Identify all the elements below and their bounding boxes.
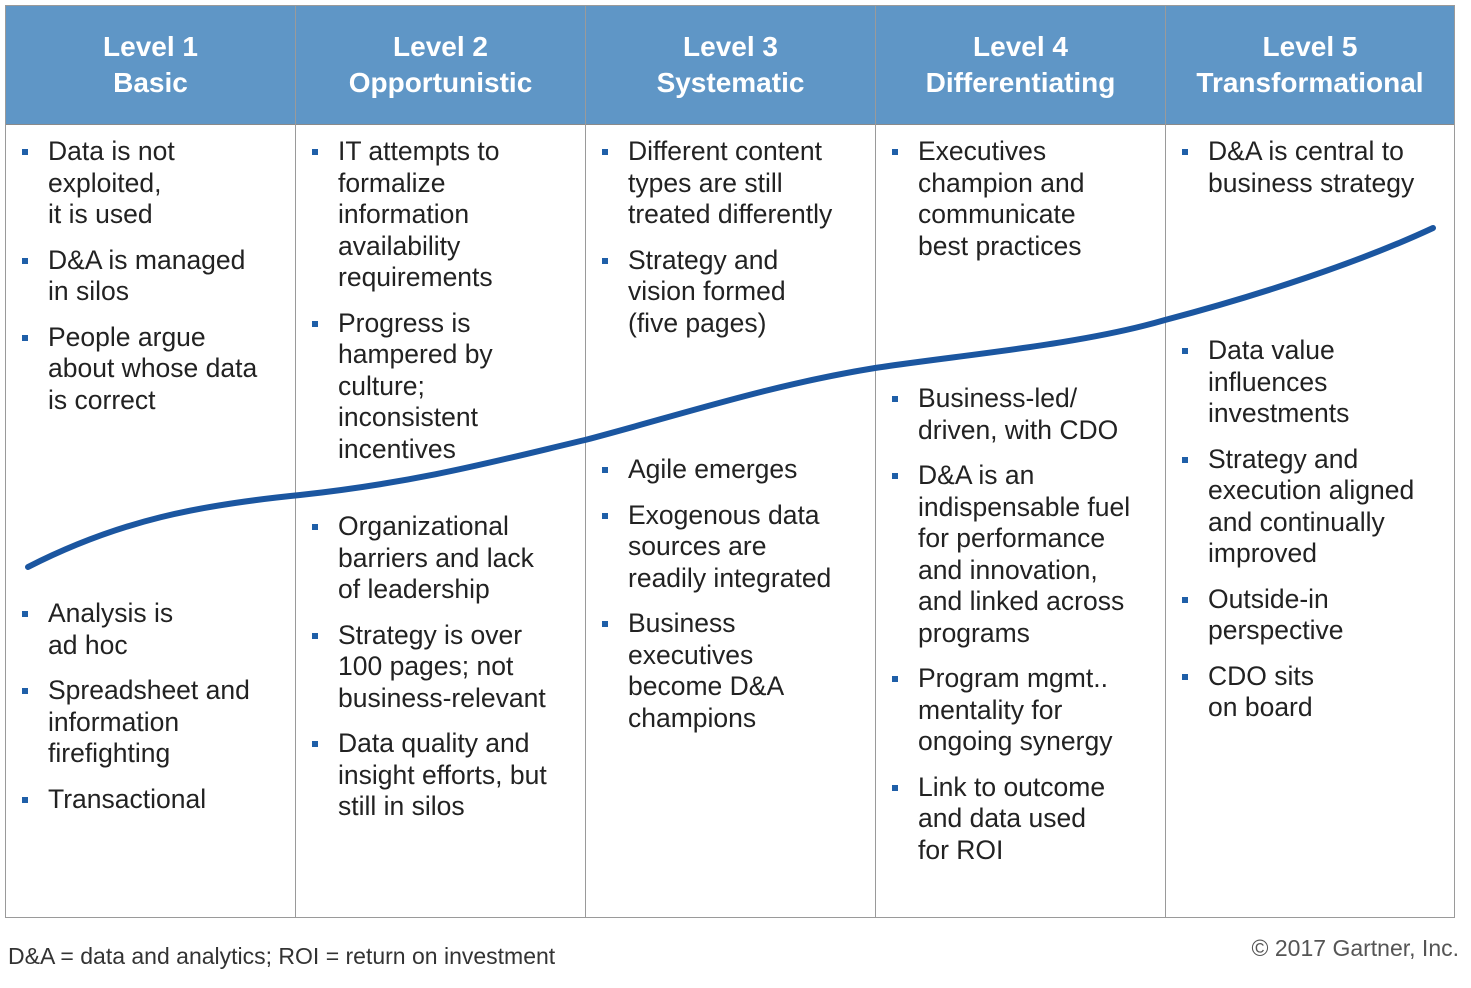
list-item: Business executives become D&A champions xyxy=(596,608,871,734)
level-name: Opportunistic xyxy=(348,67,533,98)
level-name: Systematic xyxy=(656,67,805,98)
level-label: Level 5 xyxy=(1262,31,1358,62)
level-label: Level 1 xyxy=(103,31,198,62)
list-item: Different content types are still treate… xyxy=(596,136,871,231)
level-label: Level 3 xyxy=(683,31,778,62)
copyright: © 2017 Gartner, Inc. xyxy=(1251,935,1459,961)
level-label: Level 4 xyxy=(973,31,1068,62)
column-header: Level 2 Opportunistic xyxy=(296,6,585,125)
below-curve-list: Organizational barriers and lack of lead… xyxy=(306,511,581,837)
list-item: D&A is an indispensable fuel for perform… xyxy=(886,460,1161,649)
list-item: Data is not exploited, it is used xyxy=(16,136,291,231)
list-item: Strategy and execution aligned and conti… xyxy=(1176,444,1450,570)
level-name: Differentiating xyxy=(925,67,1116,98)
level-name: Basic xyxy=(113,67,188,98)
list-item: Spreadsheet and information firefighting xyxy=(16,675,291,770)
level-label: Level 2 xyxy=(393,31,488,62)
list-item: Outside-in perspective xyxy=(1176,584,1450,647)
above-curve-list: Executives champion and communicate best… xyxy=(886,136,1161,276)
column-level-3: Level 3 Systematic Different content typ… xyxy=(585,6,875,917)
column-header: Level 3 Systematic xyxy=(586,6,875,125)
column-header: Level 1 Basic xyxy=(6,6,295,125)
maturity-model-grid: Level 1 Basic Data is not exploited, it … xyxy=(5,5,1455,918)
list-item: Organizational barriers and lack of lead… xyxy=(306,511,581,606)
column-level-2: Level 2 Opportunistic IT attempts to for… xyxy=(295,6,585,917)
column-level-4: Level 4 Differentiating Executives champ… xyxy=(875,6,1165,917)
list-item: Agile emerges xyxy=(596,454,871,486)
list-item: Exogenous data sources are readily integ… xyxy=(596,500,871,595)
list-item: Transactional xyxy=(16,784,291,816)
list-item: Program mgmt.. mentality for ongoing syn… xyxy=(886,663,1161,758)
footnote: D&A = data and analytics; ROI = return o… xyxy=(8,943,556,969)
list-item: Executives champion and communicate best… xyxy=(886,136,1161,262)
below-curve-list: Analysis is ad hoc Spreadsheet and infor… xyxy=(16,598,291,829)
level-name: Transformational xyxy=(1196,67,1424,98)
list-item: Link to outcome and data used for ROI xyxy=(886,772,1161,867)
list-item: Strategy is over 100 pages; not business… xyxy=(306,620,581,715)
column-header: Level 5 Transformational xyxy=(1166,6,1454,125)
below-curve-list: Data value influences investments Strate… xyxy=(1176,335,1450,738)
list-item: Business-led/ driven, with CDO xyxy=(886,383,1161,446)
list-item: Data quality and insight efforts, but st… xyxy=(306,728,581,823)
list-item: CDO sits on board xyxy=(1176,661,1450,724)
list-item: D&A is central to business strategy xyxy=(1176,136,1450,199)
list-item: IT attempts to formalize information ava… xyxy=(306,136,581,294)
maturity-curve-line xyxy=(25,225,1436,570)
list-item: Progress is hampered by culture; inconsi… xyxy=(306,308,581,466)
list-item: Strategy and vision formed (five pages) xyxy=(596,245,871,340)
column-level-5: Level 5 Transformational D&A is central … xyxy=(1165,6,1454,917)
above-curve-list: Data is not exploited, it is used D&A is… xyxy=(16,136,291,430)
above-curve-list: IT attempts to formalize information ava… xyxy=(306,136,581,479)
above-curve-list: Different content types are still treate… xyxy=(596,136,871,353)
column-header: Level 4 Differentiating xyxy=(876,6,1165,125)
list-item: D&A is managed in silos xyxy=(16,245,291,308)
list-item: Data value influences investments xyxy=(1176,335,1450,430)
above-curve-list: D&A is central to business strategy xyxy=(1176,136,1450,213)
list-item: Analysis is ad hoc xyxy=(16,598,291,661)
below-curve-list: Agile emerges Exogenous data sources are… xyxy=(596,454,871,748)
list-item: People argue about whose data is correct xyxy=(16,322,291,417)
column-level-1: Level 1 Basic Data is not exploited, it … xyxy=(6,6,295,917)
below-curve-list: Business-led/ driven, with CDO D&A is an… xyxy=(886,383,1161,880)
